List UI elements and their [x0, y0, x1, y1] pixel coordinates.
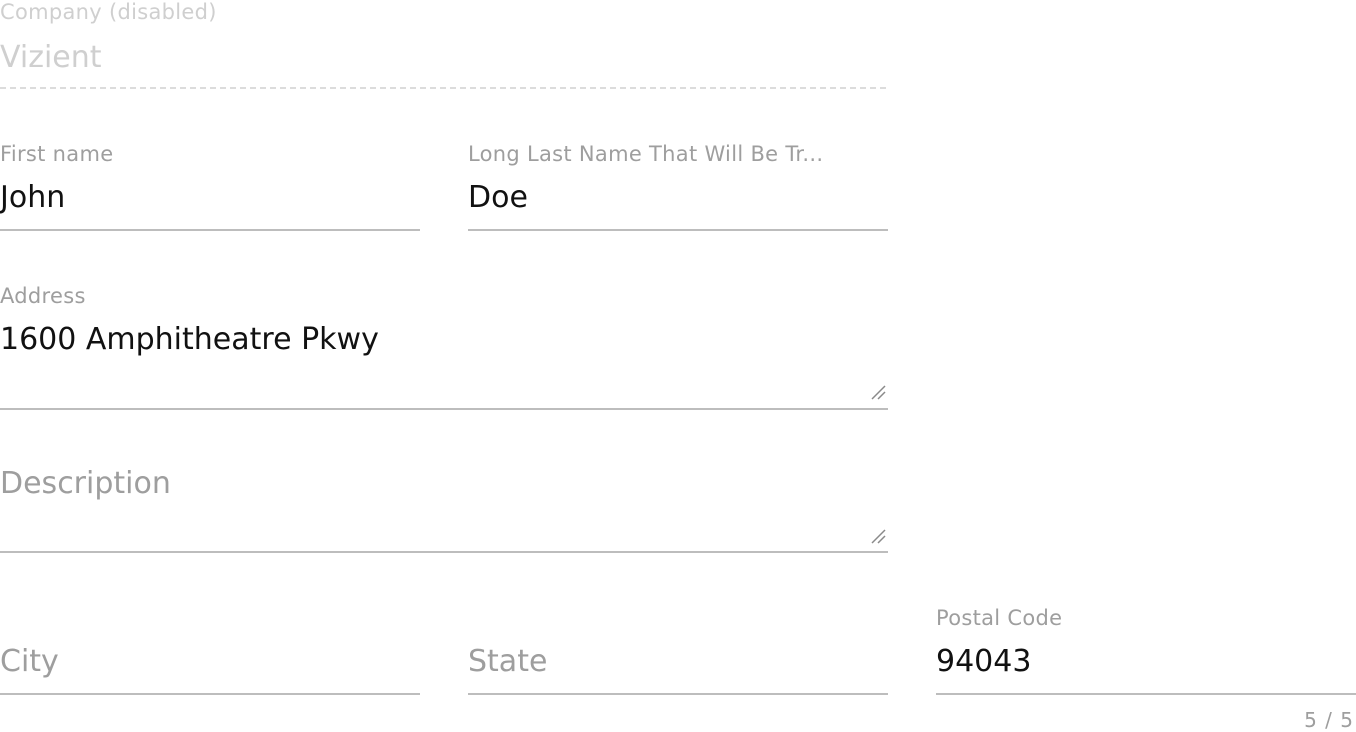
company-input: Vizient [0, 40, 102, 75]
company-underline [0, 87, 886, 89]
last-name-field[interactable]: Long Last Name That Will Be Tr... Doe [468, 140, 888, 234]
company-field: Company (disabled) Vizient [0, 0, 886, 92]
address-label: Address [0, 284, 86, 308]
city-field[interactable]: City [0, 604, 420, 698]
last-name-underline [468, 229, 888, 231]
address-field[interactable]: Address 1600 Amphitheatre Pkwy [0, 282, 888, 412]
description-field[interactable]: Description [0, 460, 888, 556]
company-label: Company (disabled) [0, 0, 217, 24]
last-name-input[interactable]: Doe [468, 180, 528, 215]
description-placeholder[interactable]: Description [0, 466, 171, 501]
postal-code-field[interactable]: Postal Code 94043 5 / 5 [936, 604, 1356, 732]
first-name-field[interactable]: First name John [0, 140, 420, 234]
city-placeholder[interactable]: City [0, 644, 59, 679]
postal-code-input[interactable]: 94043 [936, 644, 1032, 679]
state-underline [468, 693, 888, 695]
first-name-label: First name [0, 142, 114, 166]
city-underline [0, 693, 420, 695]
address-textarea[interactable]: 1600 Amphitheatre Pkwy [0, 322, 379, 357]
first-name-underline [0, 229, 420, 231]
address-underline [0, 408, 888, 410]
state-placeholder[interactable]: State [468, 644, 548, 679]
first-name-input[interactable]: John [0, 180, 66, 215]
last-name-label: Long Last Name That Will Be Tr... [468, 142, 824, 166]
state-field[interactable]: State [468, 604, 888, 698]
character-counter: 5 / 5 [1304, 708, 1354, 732]
resize-handle-icon[interactable] [868, 382, 886, 400]
resize-handle-icon[interactable] [868, 526, 886, 544]
description-underline [0, 551, 888, 553]
postal-code-underline [936, 693, 1356, 695]
postal-code-label: Postal Code [936, 606, 1063, 630]
